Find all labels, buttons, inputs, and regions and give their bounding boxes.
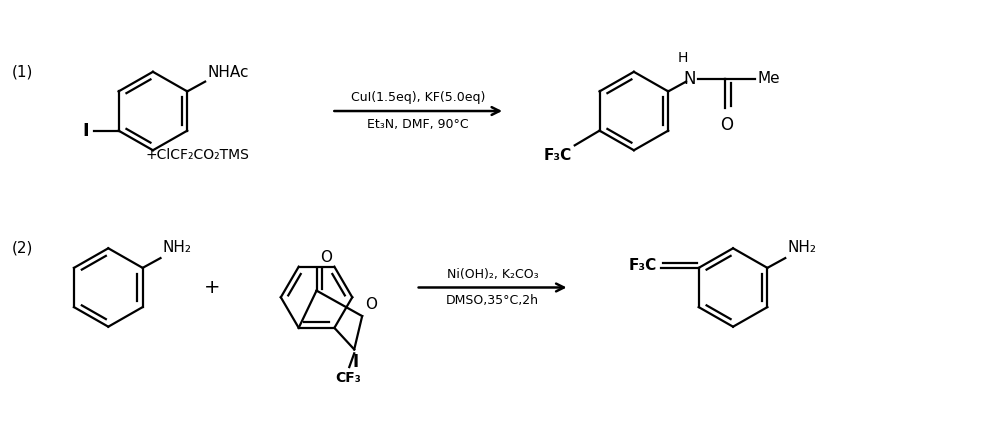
Text: H: H (678, 51, 688, 65)
Text: CuI(1.5eq), KF(5.0eq): CuI(1.5eq), KF(5.0eq) (351, 91, 485, 104)
Text: O: O (365, 297, 377, 312)
Text: CF₃: CF₃ (335, 371, 361, 385)
Text: O: O (720, 116, 733, 134)
Text: F₃C: F₃C (544, 148, 572, 163)
Text: N: N (684, 70, 696, 88)
Text: (2): (2) (11, 241, 33, 256)
Text: Me: Me (757, 71, 780, 86)
Text: Et₃N, DMF, 90°C: Et₃N, DMF, 90°C (367, 118, 469, 131)
Text: O: O (321, 250, 333, 265)
Text: I: I (82, 122, 89, 139)
Text: +ClCF₂CO₂TMS: +ClCF₂CO₂TMS (146, 148, 249, 162)
Text: I: I (352, 353, 358, 371)
Text: Ni(OH)₂, K₂CO₃: Ni(OH)₂, K₂CO₃ (447, 268, 538, 281)
Text: NH₂: NH₂ (787, 240, 816, 255)
Text: NH₂: NH₂ (162, 240, 191, 255)
Text: F₃C: F₃C (629, 258, 657, 273)
Text: NHAc: NHAc (207, 64, 249, 80)
Text: (1): (1) (11, 64, 33, 79)
Text: DMSO,35°C,2h: DMSO,35°C,2h (446, 294, 539, 307)
Text: +: + (204, 278, 221, 297)
